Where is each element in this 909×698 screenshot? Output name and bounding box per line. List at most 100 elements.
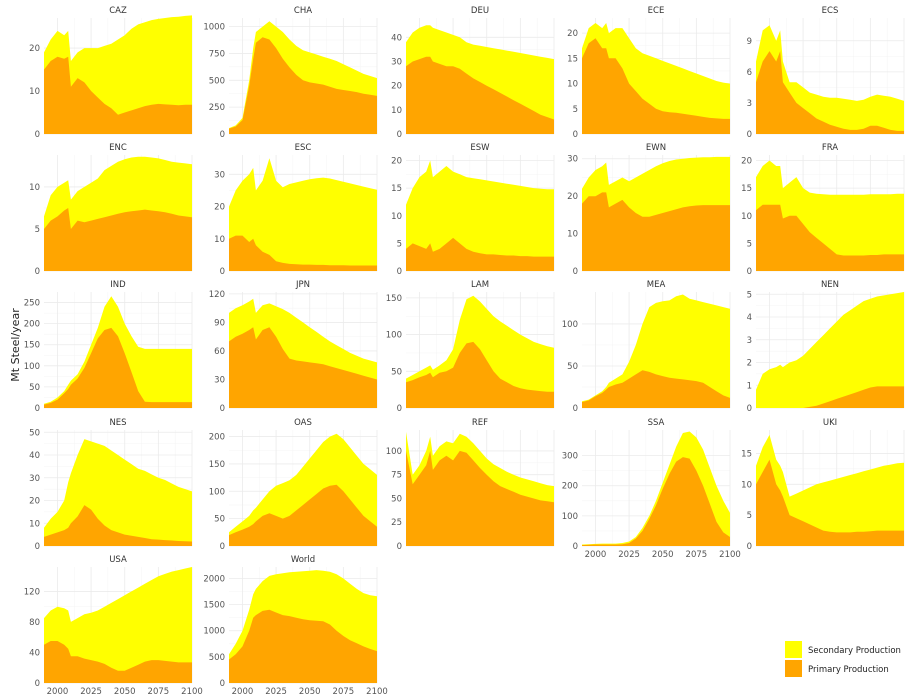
area-secondary-mea xyxy=(582,294,730,408)
y-tick-label: 1000 xyxy=(203,23,225,33)
y-tick-label: 0 xyxy=(747,267,752,277)
area-secondary-esw xyxy=(406,160,554,271)
panel-mea: MEA 0 50 100 xyxy=(562,280,731,414)
y-tick-label: 60 xyxy=(214,347,225,357)
y-tick-label: 1 xyxy=(747,381,752,391)
y-tick-label: 20 xyxy=(567,192,578,202)
x-tick-label: 2100 xyxy=(366,687,388,697)
x-tick-label: 2075 xyxy=(333,687,355,697)
y-tick-label: 0 xyxy=(397,542,402,552)
panel-title-esw: ESW xyxy=(470,143,490,153)
y-tick-label: 0 xyxy=(35,679,40,689)
panel-title-caz: CAZ xyxy=(109,6,127,16)
panel-title-uki: UKI xyxy=(823,418,837,428)
panel-cha: CHA 0 250 500 750 1000 xyxy=(203,6,378,140)
panel-title-usa: USA xyxy=(109,555,127,565)
x-tick-label: 2050 xyxy=(652,550,674,560)
y-tick-label: 10 xyxy=(567,80,578,90)
x-tick-label: 2075 xyxy=(686,550,708,560)
y-tick-label: 0 xyxy=(747,542,752,552)
y-tick-label: 25 xyxy=(391,518,402,528)
area-primary-ecs xyxy=(756,51,904,134)
panel-title-ind: IND xyxy=(110,280,126,290)
y-tick-label: 10 xyxy=(567,230,578,240)
y-tick-label: 50 xyxy=(214,515,225,525)
panel-uki: UKI 0 5 10 15 xyxy=(741,418,905,552)
legend-key-secondary xyxy=(785,641,802,658)
area-primary-lam xyxy=(406,341,554,408)
y-tick-label: 150 xyxy=(386,294,402,304)
area-primary-deu xyxy=(406,56,554,135)
y-tick-label: 2 xyxy=(747,359,752,369)
y-tick-label: 80 xyxy=(29,618,40,628)
y-tick-label: 20 xyxy=(391,82,402,92)
panels-group: CAZ01020CHA02505007501000DEU010203040ECE… xyxy=(24,6,905,697)
panel-deu: DEU 0 10 20 30 40 xyxy=(391,6,555,140)
x-tick-label: 2050 xyxy=(114,687,136,697)
y-tick-label: 15 xyxy=(567,54,578,64)
y-tick-label: 150 xyxy=(209,460,225,470)
area-secondary-usa xyxy=(44,567,192,683)
y-tick-label: 0 xyxy=(747,130,752,140)
panel-title-lam: LAM xyxy=(471,280,489,290)
area-primary-ece xyxy=(582,38,730,135)
legend-label-secondary: Secondary Production xyxy=(808,646,901,656)
y-tick-label: 5 xyxy=(747,239,752,249)
panel-caz: CAZ 0 10 20 xyxy=(29,6,193,140)
y-tick-label: 20 xyxy=(29,44,40,54)
panel-enc: ENC 0 5 10 xyxy=(29,143,193,277)
y-tick-label: 15 xyxy=(741,184,752,194)
panel-esw: ESW 0 5 10 15 20 xyxy=(391,143,555,277)
area-primary-usa xyxy=(44,641,192,683)
y-tick-label: 0 xyxy=(35,542,40,552)
y-tick-label: 9 xyxy=(747,37,752,47)
y-tick-label: 1500 xyxy=(203,601,225,611)
y-tick-label: 10 xyxy=(391,106,402,116)
area-secondary-esc xyxy=(229,158,377,271)
y-tick-label: 30 xyxy=(29,474,40,484)
y-tick-label: 250 xyxy=(24,299,40,309)
y-tick-label: 20 xyxy=(567,29,578,39)
y-tick-label: 10 xyxy=(391,212,402,222)
x-tick-label: 2000 xyxy=(585,550,607,560)
panel-ssa: SSA 0 100 200 300 2000 2025 2050 2075 2100 xyxy=(562,418,741,560)
panel-world: World 0 500 1000 1500 2000 2000 2025 2050 2075 210… xyxy=(203,555,387,697)
y-tick-label: 0 xyxy=(220,130,225,140)
y-tick-label: 10 xyxy=(29,519,40,529)
area-primary-mea xyxy=(582,370,730,408)
y-tick-label: 30 xyxy=(567,155,578,165)
panel-title-fra: FRA xyxy=(822,143,838,153)
panel-ewn: EWN 0 10 20 30 xyxy=(567,143,731,277)
y-tick-label: 30 xyxy=(391,58,402,68)
y-axis-label: Mt Steel/year xyxy=(9,308,22,382)
y-tick-label: 0 xyxy=(35,404,40,414)
y-tick-label: 100 xyxy=(209,487,225,497)
y-tick-label: 40 xyxy=(391,33,402,43)
y-tick-label: 10 xyxy=(29,183,40,193)
y-tick-label: 100 xyxy=(386,331,402,341)
y-tick-label: 40 xyxy=(29,648,40,658)
area-primary-ind xyxy=(44,327,192,408)
legend-label-primary: Primary Production xyxy=(808,665,889,675)
y-tick-label: 150 xyxy=(24,341,40,351)
x-tick-label: 2000 xyxy=(47,687,69,697)
y-tick-label: 5 xyxy=(747,511,752,521)
area-primary-uki xyxy=(756,459,904,546)
y-tick-label: 0 xyxy=(573,404,578,414)
y-tick-label: 0 xyxy=(573,542,578,552)
y-tick-label: 10 xyxy=(741,480,752,490)
panel-title-nen: NEN xyxy=(821,280,839,290)
panel-title-ref: REF xyxy=(472,418,488,428)
y-tick-label: 15 xyxy=(741,449,752,459)
y-tick-label: 0 xyxy=(747,404,752,414)
y-tick-label: 20 xyxy=(29,497,40,507)
panel-title-jpn: JPN xyxy=(295,280,310,290)
x-tick-label: 2025 xyxy=(618,550,640,560)
x-tick-label: 2100 xyxy=(719,550,741,560)
y-tick-label: 50 xyxy=(391,494,402,504)
y-tick-label: 40 xyxy=(29,451,40,461)
panel-title-esc: ESC xyxy=(295,143,312,153)
panel-ref: REF 0 25 50 75 100 xyxy=(386,418,555,552)
y-tick-label: 250 xyxy=(209,103,225,113)
y-tick-label: 200 xyxy=(209,433,225,443)
